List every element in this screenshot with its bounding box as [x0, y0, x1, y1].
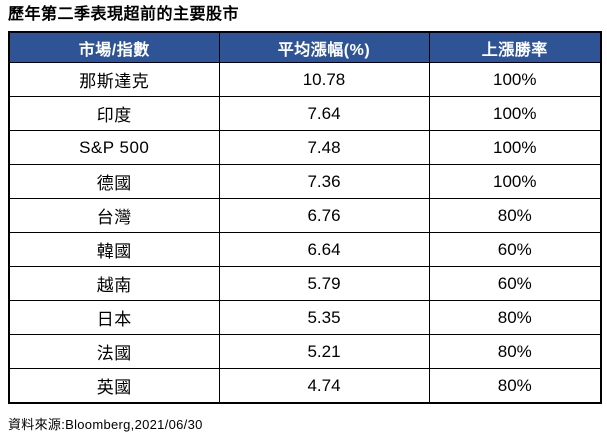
column-header-win-rate: 上漲勝率	[428, 31, 602, 63]
win-rate-cell: 80%	[428, 368, 602, 404]
table-row: 越南 5.79 60%	[8, 266, 602, 301]
table-row: 法國 5.21 80%	[8, 334, 602, 369]
table-row: 英國 4.74 80%	[8, 368, 602, 404]
win-rate-cell: 80%	[428, 300, 602, 335]
avg-gain-cell: 7.48	[218, 130, 430, 165]
column-header-avg-gain: 平均漲幅(%)	[218, 31, 430, 63]
header-row: 市場/指數 平均漲幅(%) 上漲勝率	[8, 31, 602, 63]
table-row: 那斯達克 10.78 100%	[8, 62, 602, 97]
win-rate-cell: 100%	[428, 96, 602, 131]
win-rate-cell: 60%	[428, 232, 602, 267]
market-cell: 英國	[8, 368, 220, 404]
table-row: 韓國 6.64 60%	[8, 232, 602, 267]
avg-gain-cell: 6.64	[218, 232, 430, 267]
avg-gain-cell: 7.64	[218, 96, 430, 131]
avg-gain-cell: 5.35	[218, 300, 430, 335]
table-row: 德國 7.36 100%	[8, 164, 602, 199]
market-cell: 法國	[8, 334, 220, 369]
avg-gain-cell: 5.79	[218, 266, 430, 301]
table-row: 日本 5.35 80%	[8, 300, 602, 335]
market-cell: 印度	[8, 96, 220, 131]
column-header-market: 市場/指數	[8, 31, 220, 63]
market-cell: 越南	[8, 266, 220, 301]
table-row: S&P 500 7.48 100%	[8, 130, 602, 165]
table-body: 那斯達克 10.78 100% 印度 7.64 100% S&P 500 7.48 100% 德國…	[8, 62, 602, 404]
avg-gain-cell: 10.78	[218, 62, 430, 97]
win-rate-cell: 60%	[428, 266, 602, 301]
source-note: 資料來源:Bloomberg,2021/06/30	[8, 417, 203, 432]
table-row: 台灣 6.76 80%	[8, 198, 602, 233]
page-title: 歷年第二季表現超前的主要股市	[8, 6, 240, 23]
win-rate-cell: 100%	[428, 130, 602, 165]
avg-gain-cell: 6.76	[218, 198, 430, 233]
market-cell: 德國	[8, 164, 220, 199]
win-rate-cell: 80%	[428, 198, 602, 233]
win-rate-cell: 100%	[428, 62, 602, 97]
market-cell: 台灣	[8, 198, 220, 233]
market-cell: 那斯達克	[8, 62, 220, 97]
table-row: 印度 7.64 100%	[8, 96, 602, 131]
win-rate-cell: 100%	[428, 164, 602, 199]
avg-gain-cell: 5.21	[218, 334, 430, 369]
win-rate-cell: 80%	[428, 334, 602, 369]
market-cell: S&P 500	[8, 130, 220, 165]
avg-gain-cell: 4.74	[218, 368, 430, 404]
markets-table: 市場/指數 平均漲幅(%) 上漲勝率 那斯達克 10.78 100% 印度 7.64 100%…	[8, 31, 602, 404]
avg-gain-cell: 7.36	[218, 164, 430, 199]
market-cell: 日本	[8, 300, 220, 335]
market-cell: 韓國	[8, 232, 220, 267]
